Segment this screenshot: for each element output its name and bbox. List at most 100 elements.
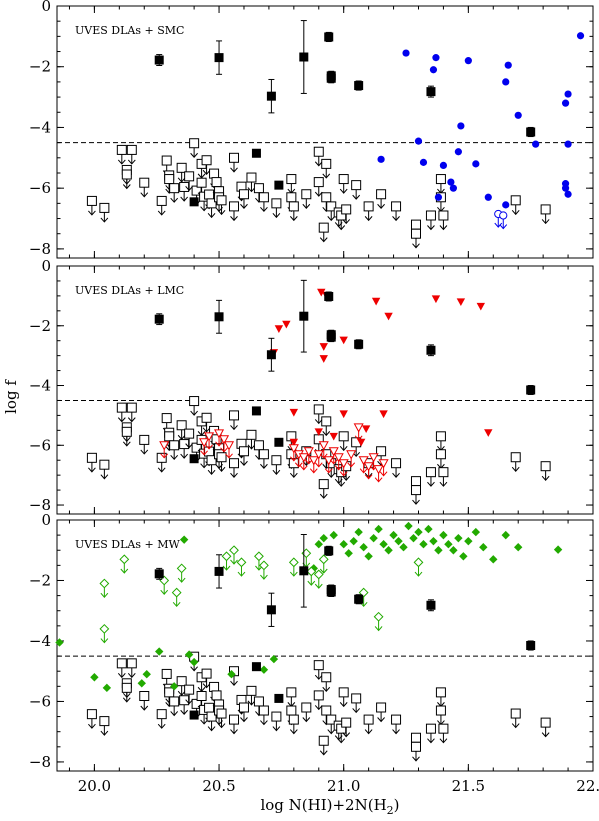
dla-upper-limit-arrow-head — [541, 475, 550, 481]
dla-upper-limit-square — [363, 201, 374, 212]
dla-detection-square — [274, 180, 284, 190]
dla-upper-limit-point — [86, 452, 97, 473]
y-tick-label: −6 — [29, 179, 51, 197]
dla-upper-limit-square — [510, 452, 521, 463]
lmc-upper-limit-triangle — [288, 444, 299, 454]
dla-upper-limit-arrow-head — [207, 213, 216, 219]
mw-upper-limit-diamond — [254, 551, 264, 562]
dla-upper-limit-arrow-head — [327, 729, 336, 735]
mw-detection-point — [471, 527, 481, 537]
dla-upper-limit-arrow-head — [88, 210, 96, 216]
dla-upper-limit-point — [169, 696, 180, 717]
dla-upper-limit-square — [341, 204, 352, 215]
mw-upper-limit-point — [171, 587, 182, 608]
mw-detection-point — [379, 539, 388, 549]
mw-detection-point — [259, 665, 269, 674]
x-axis-title-sub: 2 — [387, 804, 394, 817]
dla-detection-point — [274, 180, 284, 190]
dla-detection-point — [526, 385, 536, 395]
dla-upper-limit-square — [229, 458, 240, 469]
dla-upper-limit-square — [313, 660, 324, 671]
dla-upper-limit-square — [169, 440, 180, 451]
y-tick-label: 0 — [41, 511, 51, 529]
lmc-upper-limit-point — [328, 447, 339, 465]
dla-upper-limit-point — [341, 717, 352, 738]
lmc-upper-limit-point — [358, 456, 369, 474]
dla-upper-limit-point — [99, 459, 110, 480]
smc-detection-point — [434, 193, 443, 201]
dla-upper-limit-square — [116, 144, 127, 155]
dla-upper-limit-point — [318, 479, 329, 499]
mw-upper-limit-diamond — [318, 554, 329, 565]
smc-detection-point — [484, 193, 492, 201]
dla-detection-point — [324, 31, 334, 43]
dla-upper-limit-point — [410, 485, 421, 505]
mw-detection-point — [374, 524, 383, 534]
dla-upper-limit-arrow-head — [427, 481, 435, 487]
dla-upper-limit-point — [338, 431, 349, 452]
dla-upper-limit-arrow-head — [117, 417, 126, 423]
lmc-upper-limit-arrow-head — [200, 450, 208, 456]
lmc-detection-point — [319, 343, 328, 351]
dla-upper-limit-point — [206, 455, 217, 475]
lmc-upper-limit-triangle — [378, 459, 389, 469]
dla-upper-limit-arrow-head — [180, 196, 189, 202]
panel-label: UVES DLAs + LMC — [75, 284, 184, 297]
dla-detection-square — [324, 546, 334, 556]
mw-detection-point — [459, 552, 468, 561]
lmc-upper-limit-arrow-head — [324, 468, 333, 474]
dla-upper-limit-square — [169, 696, 180, 707]
panel-label: UVES DLAs + SMC — [75, 24, 184, 37]
dla-upper-limit-square — [204, 189, 215, 200]
dla-upper-limit-square — [216, 452, 227, 463]
mw-detection-point — [189, 657, 199, 667]
y-tick-label: −4 — [29, 377, 51, 395]
dla-upper-limit-point — [176, 162, 187, 183]
lmc-upper-limit-triangle — [223, 441, 235, 451]
x-tick-label: 21.0 — [327, 777, 360, 795]
dla-detection-point — [354, 80, 364, 91]
dla-detection-point — [154, 54, 164, 67]
mw-upper-limit-arrow-head — [177, 577, 186, 583]
dla-upper-limit-square — [121, 682, 132, 693]
lmc-upper-limit-triangle — [218, 435, 230, 445]
x-axis-title: log N(HI)+2N(H2) — [260, 796, 399, 817]
dla-upper-limit-arrow-head — [185, 443, 194, 449]
lmc-upper-limit-point — [333, 453, 344, 471]
dla-detection-point — [326, 332, 336, 343]
lmc-upper-limit-arrow-head — [220, 447, 228, 453]
dla-upper-limit-arrow-head — [322, 431, 331, 437]
mw-upper-limit-point — [318, 554, 329, 574]
mw-detection-point — [339, 539, 348, 549]
dla-upper-limit-square — [121, 426, 132, 437]
smc-detection-point — [419, 158, 428, 166]
smc-upper-limit-arrow-head — [499, 224, 508, 230]
dla-upper-limit-square — [164, 174, 175, 185]
dla-upper-limit-arrow-head — [202, 683, 211, 689]
smc-detection-point — [576, 32, 585, 40]
dla-upper-limit-square — [321, 416, 332, 427]
dla-upper-limit-arrow-head — [314, 161, 323, 167]
lmc-upper-limit-arrow-head — [379, 471, 388, 477]
dla-upper-limit-point — [321, 158, 332, 179]
dla-detection-square — [526, 385, 536, 395]
dla-detection-point — [214, 40, 224, 75]
dla-upper-limit-arrow-head — [352, 194, 361, 200]
dla-upper-limit-square — [189, 138, 200, 149]
dla-upper-limit-square — [321, 158, 332, 169]
lmc-upper-limit-triangle — [159, 441, 170, 451]
dla-upper-limit-square — [363, 714, 374, 725]
panel-label: UVES DLAs + MW — [75, 538, 180, 551]
dla-upper-limit-arrow-head — [541, 732, 550, 738]
lmc-detection-point — [289, 408, 299, 417]
dla-upper-limit-point — [321, 416, 332, 437]
dla-upper-limit-square — [164, 687, 175, 698]
smc-detection-point — [564, 190, 572, 198]
dla-upper-limit-arrow-head — [200, 719, 208, 725]
lmc-upper-limit-point — [298, 453, 309, 471]
dla-upper-limit-arrow-head — [247, 700, 256, 706]
dla-upper-limit-arrow-head — [339, 188, 348, 194]
dla-upper-limit-square — [238, 702, 249, 713]
lmc-upper-limit-arrow-head — [354, 435, 363, 441]
mw-detection-point — [369, 533, 378, 543]
